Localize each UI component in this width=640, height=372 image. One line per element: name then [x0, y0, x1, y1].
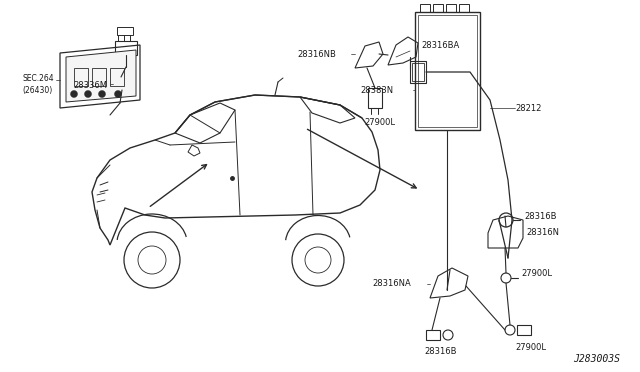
Bar [113, 78, 131, 90]
Bar [415, 12, 480, 130]
Text: (26430): (26430) [22, 86, 52, 94]
Text: 28336M: 28336M [73, 80, 107, 90]
Bar [115, 41, 137, 55]
Bar [459, 4, 469, 12]
Text: 28316NB: 28316NB [297, 49, 336, 58]
Bar [446, 4, 456, 12]
Bar [433, 4, 443, 12]
Text: 28212: 28212 [515, 103, 541, 112]
Text: 28316B: 28316B [524, 212, 557, 221]
Text: SEC.264: SEC.264 [22, 74, 54, 83]
Circle shape [84, 90, 92, 97]
Bar [420, 4, 430, 12]
Text: 28316B: 28316B [424, 346, 456, 356]
Text: 28383N: 28383N [360, 86, 393, 94]
Text: 27900L: 27900L [364, 118, 395, 126]
Bar [418, 15, 477, 127]
Circle shape [70, 90, 77, 97]
Bar [368, 88, 382, 108]
Circle shape [99, 90, 106, 97]
Bar [117, 27, 133, 35]
Bar [410, 61, 426, 83]
Bar [92, 68, 106, 86]
Text: 28316NA: 28316NA [372, 279, 411, 289]
Bar [74, 68, 88, 86]
Bar [426, 330, 440, 340]
Bar [412, 63, 424, 81]
Circle shape [115, 90, 122, 97]
Polygon shape [66, 50, 136, 102]
Text: J283003S: J283003S [573, 354, 620, 364]
Bar [517, 325, 531, 335]
Text: 27900L: 27900L [521, 269, 552, 279]
Text: 28316BA: 28316BA [421, 41, 460, 49]
Text: 27900L: 27900L [515, 343, 546, 353]
Text: 28316N: 28316N [526, 228, 559, 237]
Bar [110, 68, 124, 86]
Bar [116, 80, 124, 88]
